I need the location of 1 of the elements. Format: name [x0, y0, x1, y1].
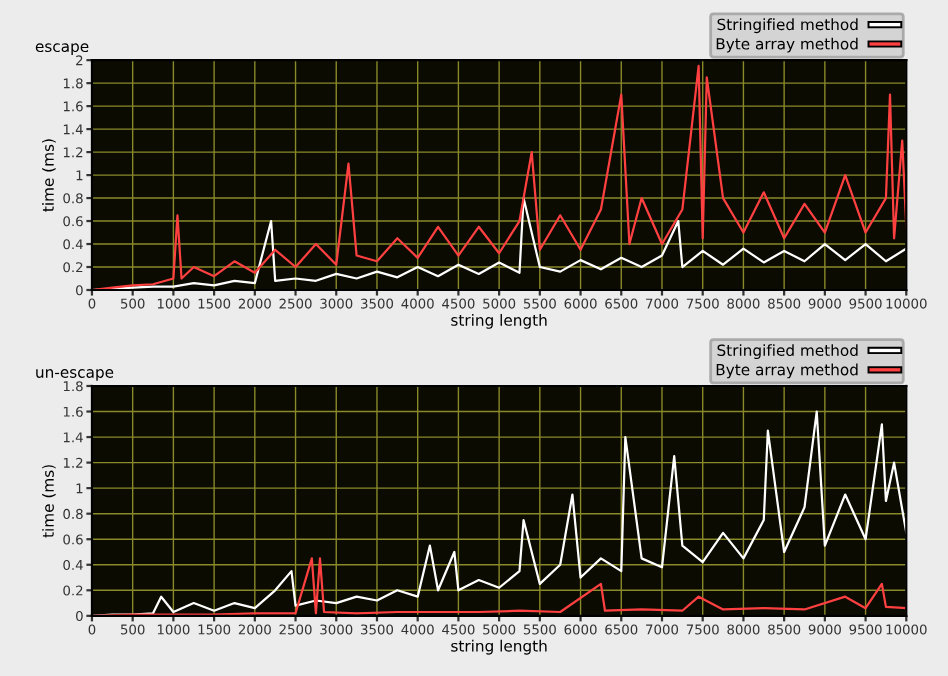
line-series [91, 64, 907, 290]
